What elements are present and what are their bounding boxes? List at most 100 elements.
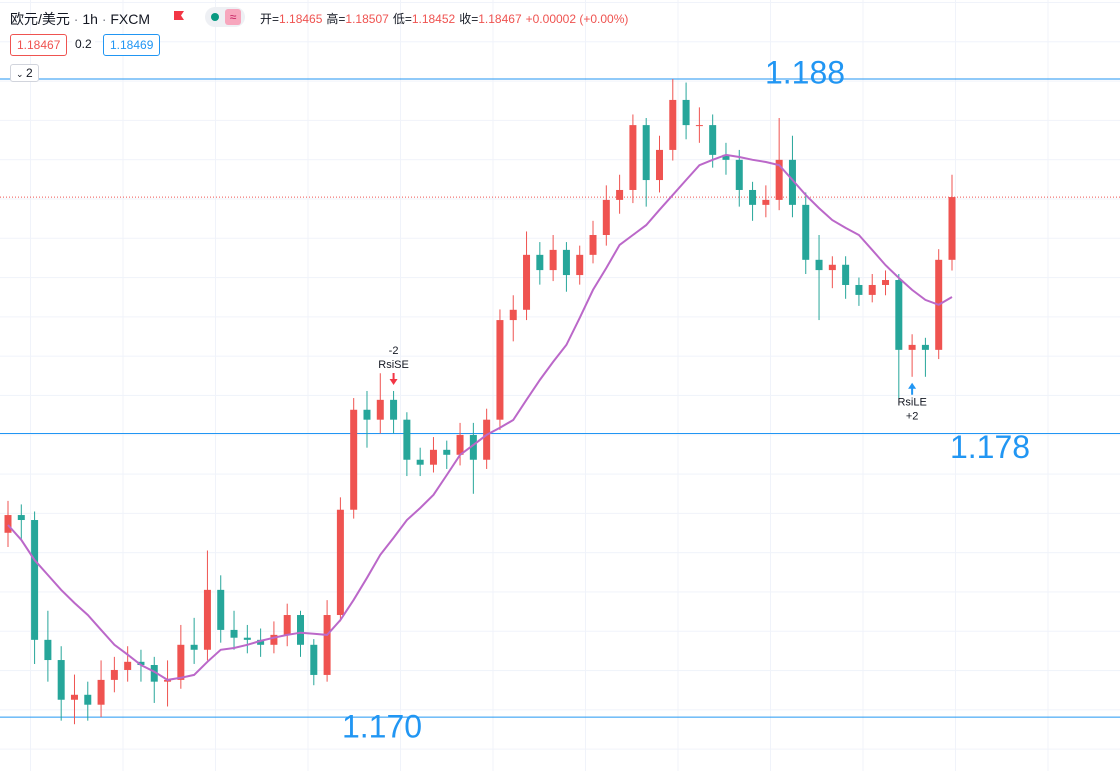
candle-body [868, 284, 876, 295]
candle-body [57, 660, 65, 700]
candle-body [44, 639, 52, 661]
moving-average [7, 153, 953, 681]
ohlc-value: 1.18452 [411, 12, 456, 26]
candle-body [376, 399, 384, 420]
candle-body [749, 189, 757, 205]
candle-body [31, 520, 39, 640]
ohlc-label: 开= [260, 12, 280, 26]
candle-body [17, 515, 25, 521]
candle-body [390, 399, 398, 420]
candle-body [642, 125, 650, 181]
candle-body [828, 264, 836, 271]
candle-body [802, 204, 810, 260]
candle-body [523, 254, 531, 310]
candle-body [443, 449, 451, 455]
level-label: 1.188 [765, 54, 845, 90]
candle-body [948, 197, 956, 260]
indicator-count: 2 [26, 66, 33, 80]
candle-body [469, 434, 477, 460]
candle-body [350, 409, 358, 510]
ohlc-label: 低= [392, 12, 412, 26]
candle-body [363, 409, 371, 420]
candle-body [921, 344, 929, 350]
candle-body [496, 320, 504, 420]
sell-arrow [389, 372, 398, 385]
candle-body [84, 694, 92, 705]
signal-label: RsiSE [378, 359, 409, 371]
signal-qty: +2 [906, 411, 919, 423]
ohlc-value: 1.18465 [279, 12, 323, 26]
change: +0.00002 (+0.00%) [525, 12, 629, 26]
interval[interactable]: 1h [82, 11, 98, 27]
candle-body [908, 344, 916, 350]
candle-body [416, 459, 424, 465]
ohlc-label: 高= [326, 12, 346, 26]
source: FXCM [110, 11, 151, 27]
candle-body [297, 615, 305, 645]
candle-body [855, 284, 863, 295]
candle-body [336, 509, 344, 616]
level-label: 1.170 [342, 709, 422, 745]
candle-body [536, 254, 544, 271]
candle-body [70, 694, 78, 700]
candle-body [616, 189, 624, 200]
candle-body [310, 644, 318, 675]
candle-body [203, 589, 211, 650]
candle-body [270, 634, 278, 645]
flag-icon[interactable] [172, 10, 186, 24]
candle-body [775, 159, 783, 200]
candle-body [669, 99, 677, 150]
candle-body [815, 259, 823, 271]
ohlc-value: 1.18507 [345, 12, 389, 26]
candle-body [842, 264, 850, 285]
ohlc-header: 开=1.18465 高=1.18507 低=1.18452 收=1.18467 +0.0… [260, 10, 632, 27]
candle-body [762, 199, 770, 205]
symbol: 欧元/美元 [10, 11, 70, 27]
candle-body [150, 665, 158, 682]
buy-arrow [908, 382, 917, 395]
candle-body [722, 154, 730, 160]
candle-body [257, 639, 265, 645]
candle-body [323, 615, 331, 675]
candle-body [735, 159, 743, 190]
candle-body [709, 125, 717, 155]
status-pill[interactable]: ≈ [205, 7, 245, 27]
candle-body [602, 199, 610, 235]
candle-body [403, 419, 411, 460]
candle-body [177, 644, 185, 680]
candle-body [4, 515, 12, 533]
candle-body [576, 254, 584, 276]
candle-body [124, 661, 132, 670]
candle-body [655, 149, 663, 181]
ohlc-label: 收= [459, 12, 479, 26]
indicator-toggle[interactable]: ⌄ 2 [10, 64, 39, 82]
ask-button[interactable]: 1.18469 [103, 34, 161, 56]
candle-body [509, 309, 517, 321]
candle-body [456, 434, 464, 455]
bid-button[interactable]: 1.18467 [10, 34, 68, 56]
candle-body [589, 234, 597, 255]
candle-body [788, 159, 796, 205]
spread: 0.2 [72, 34, 95, 54]
candle-body [283, 615, 291, 635]
ohlc-value: 1.18467 [478, 12, 522, 26]
candle-body [695, 125, 703, 127]
candle-body [882, 280, 890, 285]
candle-body [483, 419, 491, 460]
symbol-info: 欧元/美元 · 1h · FXCM [10, 11, 151, 27]
level-label: 1.178 [950, 429, 1030, 465]
signal-label: RsiLE [897, 397, 926, 409]
candle-body [895, 280, 903, 350]
candle-body [217, 589, 225, 630]
candle-body [97, 679, 105, 705]
candle-body [137, 661, 145, 666]
candle-body [429, 449, 437, 465]
candle-body [110, 669, 118, 680]
candle-body [629, 125, 637, 190]
signal-qty: -2 [389, 345, 399, 357]
candle-body [682, 99, 690, 126]
candle-body [549, 249, 557, 271]
candle-body [562, 249, 570, 276]
